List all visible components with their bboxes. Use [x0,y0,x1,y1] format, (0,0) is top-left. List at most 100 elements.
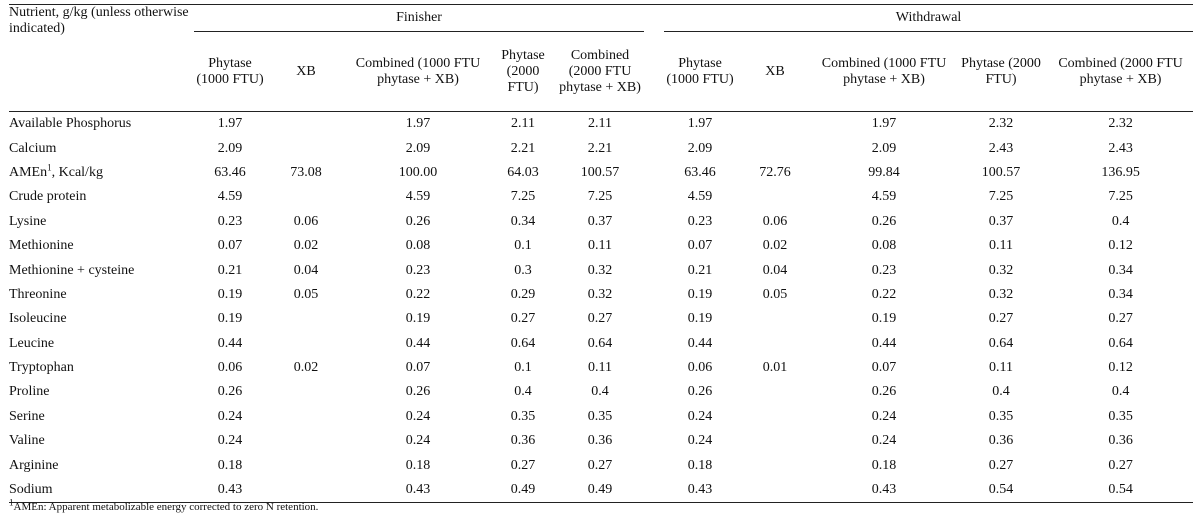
nutrient-label: Arginine [9,453,194,477]
table-cell: 0.32 [988,262,1014,278]
table-cell: 0.08 [871,238,897,254]
footnote: 1AMEn: Apparent metabolizable energy cor… [9,498,318,514]
table-cell: 0.54 [1048,477,1194,504]
table-cell: 0.18 [687,457,713,473]
table-cell: 100.57 [580,164,620,180]
table-row: Lysine 0.23 0.06 0.26 0.34 0.37 0.23 0.06 0.26 0.… [9,210,1193,234]
table-cell: 0.26 [217,384,243,400]
table-cell [736,429,814,453]
table-cell: 2.11 [588,116,612,132]
table-cell: 0.1 [514,238,532,254]
table-cell: 4.59 [405,189,431,205]
table-cell: 0.06 [687,360,713,376]
table-cell: 0.24 [871,433,897,449]
table-cell: 0.44 [871,335,897,351]
table-cell: 0.21 [217,262,243,278]
table-cell: 0.27 [988,457,1014,473]
nutrient-column-header: Nutrient, g/kg (unless otherwise indicat… [9,4,194,112]
table-cell: 2.43 [988,140,1014,156]
table-cell: 0.19 [217,286,243,302]
table-cell: 0.19 [217,311,243,327]
group-spacer [644,429,664,453]
nutrient-name: Proline [9,384,50,400]
table-cell: 0.07 [405,360,431,376]
nutrient-name: Sodium [9,482,53,498]
nutrient-name: AMEn [9,164,48,180]
table-cell: 0.26 [871,384,897,400]
table-cell: 63.46 [684,164,716,180]
table-cell: 0.43 [194,477,266,504]
table-row: Available Phosphorus 1.97 1.97 2.11 2.11 1.97… [9,112,1193,137]
table-cell: 0.64 [988,335,1014,351]
table-cell: 0.05 [762,286,788,302]
finisher-col-combined-2000: Combined (2000 FTU phytase + XB) [556,31,645,112]
table-row: Methionine 0.07 0.02 0.08 0.1 0.11 0.07 0.02 0.0… [9,234,1193,258]
group-spacer [644,283,664,307]
nutrient-name: Methionine [9,238,74,254]
group-spacer [644,405,664,429]
table-cell: 73.08 [290,164,322,180]
nutrient-label: Sodium [9,477,194,504]
table-cell: 0.26 [871,213,897,229]
table-cell [736,477,815,504]
nutrient-name: Methionine + cysteine [9,262,135,278]
table-cell: 1.97 [871,116,897,132]
table-cell: 0.23 [405,262,431,278]
nutrient-name: Serine [9,408,45,424]
table-cell: 0.37 [587,213,613,229]
table-cell [266,136,346,160]
table-cell: 0.4 [1111,213,1130,229]
footnote-ref: 1 [47,162,52,173]
table-cell: 0.27 [587,457,613,473]
table-cell: 0.43 [664,477,737,504]
table-cell: 0.07 [687,238,713,254]
table-cell: 2.32 [988,116,1014,132]
table-cell: 100.57 [981,164,1021,180]
table-cell: 0.64 [510,335,536,351]
table-cell: 0.19 [405,311,431,327]
table-cell: 1.97 [405,116,431,132]
table-cell [266,380,346,404]
table-cell: 0.24 [405,408,431,424]
table-row: Threonine 0.19 0.05 0.22 0.29 0.32 0.19 0.05 0.2… [9,283,1193,307]
table-row: Valine 0.24 0.24 0.36 0.36 0.24 0.24 0.36 0.36 [9,429,1193,453]
group-spacer [644,112,664,137]
table-cell [266,477,346,504]
table-row: Crude protein 4.59 4.59 7.25 7.25 4.59 4.59 7.2… [9,185,1193,209]
group-spacer [644,161,664,185]
table-cell: 4.59 [217,189,243,205]
table-cell: 2.09 [405,140,431,156]
table-row: Leucine 0.44 0.44 0.64 0.64 0.44 0.44 0.64 0.64 [9,332,1193,356]
table-cell: 0.34 [510,213,536,229]
table-cell: 0.27 [1108,311,1133,327]
table-cell: 0.11 [588,360,612,376]
table-cell: 2.21 [510,140,536,156]
table-cell: 136.95 [1101,164,1140,180]
finisher-col-xb: XB [266,31,346,112]
table-row: Arginine 0.18 0.18 0.27 0.27 0.18 0.18 0.27 0.27 [9,453,1193,477]
nutrient-name: Crude protein [9,189,87,205]
group-spacer [644,234,664,258]
group-spacer [644,136,664,160]
table-cell: 0.26 [405,384,431,400]
table-cell: 100.00 [398,164,438,180]
finisher-col-phytase-2000: Phytase (2000 FTU) [490,31,556,112]
table-cell [266,453,346,477]
table-cell: 2.32 [1108,116,1133,132]
table-cell: 0.19 [687,286,713,302]
table-cell: 2.43 [1108,140,1133,156]
table-cell: 0.36 [988,433,1014,449]
table-cell: 99.84 [868,164,900,180]
table-cell: 0.29 [510,286,536,302]
table-cell: 63.46 [214,164,246,180]
table-cell: 0.22 [405,286,431,302]
table-cell: 0.22 [871,286,897,302]
table-cell: 0.26 [405,213,431,229]
table-cell: 0.08 [405,238,431,254]
table-cell: 0.27 [510,457,536,473]
table-cell: 0.35 [510,408,536,424]
table-cell: 64.03 [507,164,539,180]
nutrient-label: Isoleucine [9,307,194,331]
nutrient-name: Isoleucine [9,311,67,327]
table-cell: 0.35 [587,408,613,424]
